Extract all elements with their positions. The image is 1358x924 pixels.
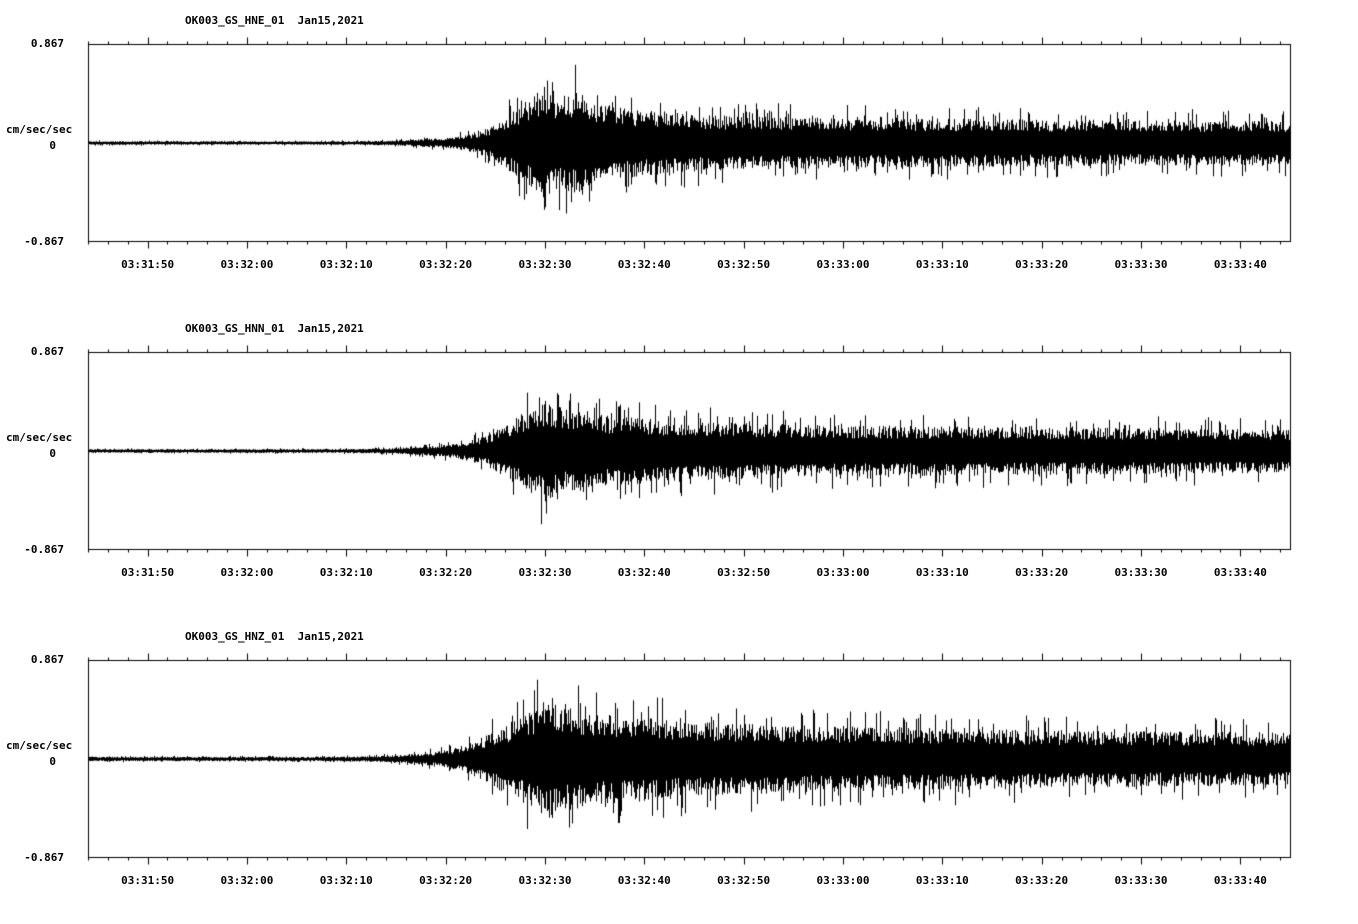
x-tick-label: 03:32:10 [319, 566, 373, 579]
y-axis-units-label: cm/sec/sec [6, 431, 73, 444]
x-tick-label: 03:31:50 [121, 874, 175, 887]
panel-title-hnz: OK003_GS_HNZ_01 Jan15,2021 [185, 630, 364, 643]
x-tick-label: 03:33:40 [1213, 874, 1267, 887]
x-tick-label: 03:32:40 [617, 874, 671, 887]
x-tick-label: 03:32:20 [419, 566, 473, 579]
x-tick-label: 03:33:20 [1015, 566, 1069, 579]
time-axis-labels: 03:31:50 03:32:00 03:32:10 03:32:20 03:32:30… [88, 874, 1290, 890]
x-tick-label: 03:32:50 [717, 566, 771, 579]
x-tick-label: 03:32:00 [220, 566, 274, 579]
x-tick-label: 03:31:50 [121, 566, 175, 579]
x-tick-label: 03:32:20 [419, 874, 473, 887]
x-tick-label: 03:33:40 [1213, 258, 1267, 271]
x-tick-label: 03:32:00 [220, 258, 274, 271]
x-tick-label: 03:31:50 [121, 258, 175, 271]
x-tick-label: 03:32:40 [617, 258, 671, 271]
x-tick-label: 03:32:10 [319, 258, 373, 271]
panel-title-hne: OK003_GS_HNE_01 Jan15,2021 [185, 14, 364, 27]
x-tick-label: 03:33:20 [1015, 258, 1069, 271]
y-axis-min-label: -0.867 [24, 543, 64, 556]
y-axis-max-label: 0.867 [30, 653, 64, 666]
x-tick-label: 03:32:40 [617, 566, 671, 579]
y-axis-min-label: -0.867 [24, 851, 64, 864]
x-tick-label: 03:33:30 [1114, 566, 1168, 579]
x-tick-label: 03:33:10 [915, 566, 969, 579]
x-tick-label: 03:32:30 [518, 874, 572, 887]
x-tick-label: 03:33:10 [915, 258, 969, 271]
time-axis-labels: 03:31:50 03:32:00 03:32:10 03:32:20 03:32:30… [88, 258, 1290, 274]
y-axis-max-label: 0.867 [30, 345, 64, 358]
x-tick-label: 03:32:20 [419, 258, 473, 271]
seismogram-trace-canvas-hnn [80, 342, 1298, 560]
y-axis-zero-label: 0 [49, 755, 56, 768]
x-tick-label: 03:32:50 [717, 258, 771, 271]
seismogram-panel-hnn: OK003_GS_HNN_01 Jan15,2021 0.867 cm/sec/… [0, 318, 1358, 588]
panel-title-hnn: OK003_GS_HNN_01 Jan15,2021 [185, 322, 364, 335]
x-tick-label: 03:33:00 [816, 566, 870, 579]
y-axis-units-label: cm/sec/sec [6, 739, 73, 752]
x-tick-label: 03:33:00 [816, 874, 870, 887]
y-axis-zero-label: 0 [49, 447, 56, 460]
x-tick-label: 03:33:20 [1015, 874, 1069, 887]
x-tick-label: 03:32:50 [717, 874, 771, 887]
x-tick-label: 03:32:00 [220, 874, 274, 887]
seismogram-trace-canvas-hne [80, 34, 1298, 252]
seismogram-trace-canvas-hnz [80, 650, 1298, 868]
seismogram-panel-hne: OK003_GS_HNE_01 Jan15,2021 0.867 cm/sec/… [0, 10, 1358, 280]
y-axis-min-label: -0.867 [24, 235, 64, 248]
x-tick-label: 03:33:00 [816, 258, 870, 271]
seismogram-panel-hnz: OK003_GS_HNZ_01 Jan15,2021 0.867 cm/sec/… [0, 626, 1358, 896]
time-axis-labels: 03:31:50 03:32:00 03:32:10 03:32:20 03:32:30… [88, 566, 1290, 582]
x-tick-label: 03:32:10 [319, 874, 373, 887]
x-tick-label: 03:33:40 [1213, 566, 1267, 579]
y-axis-units-label: cm/sec/sec [6, 123, 73, 136]
x-tick-label: 03:33:10 [915, 874, 969, 887]
x-tick-label: 03:33:30 [1114, 258, 1168, 271]
x-tick-label: 03:32:30 [518, 258, 572, 271]
y-axis-max-label: 0.867 [30, 37, 64, 50]
y-axis-zero-label: 0 [49, 139, 56, 152]
x-tick-label: 03:32:30 [518, 566, 572, 579]
x-tick-label: 03:33:30 [1114, 874, 1168, 887]
